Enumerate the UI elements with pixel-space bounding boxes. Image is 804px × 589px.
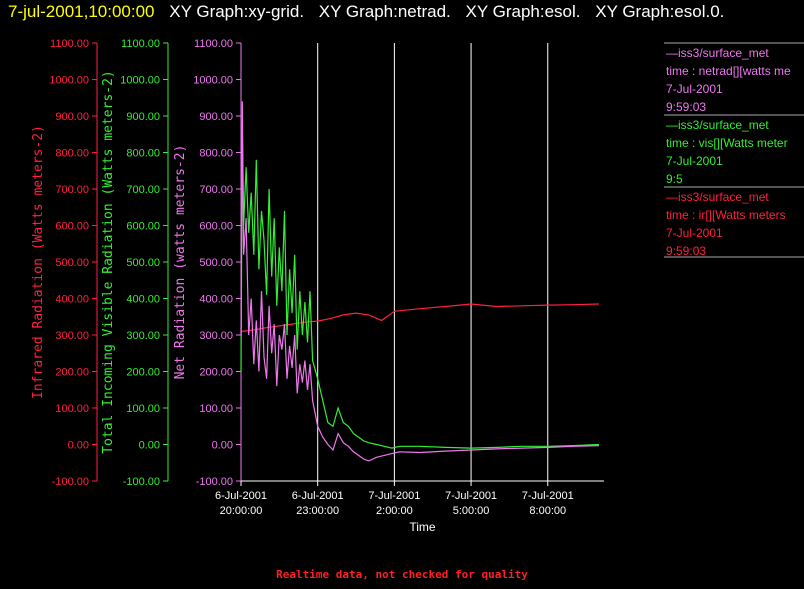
x-axis-label: Time	[409, 520, 436, 534]
x-tick-date: 6-Jul-2001	[215, 490, 267, 502]
legend-entry-text: time : vis[][Watts meter	[666, 136, 788, 150]
graph-title-2: XY Graph:netrad.	[318, 2, 451, 21]
x-tick-date: 7-Jul-2001	[522, 490, 574, 502]
x-tick-date: 6-Jul-2001	[292, 490, 344, 502]
legend-entry-text: 9:59:03	[666, 244, 706, 258]
y-tick-label-infrared: 1000.00	[49, 75, 89, 87]
y-tick-label-infrared: 100.00	[55, 403, 89, 415]
legend-entry-text: —iss3/surface_met	[666, 118, 769, 132]
y-tick-label-visible: 100.00	[126, 403, 160, 415]
y-tick-label-visible: 0.00	[139, 440, 160, 452]
timestamp-title: 7-jul-2001,10:00:00	[8, 2, 155, 21]
title-bar: 7-jul-2001,10:00:00 XY Graph:xy-grid. XY…	[8, 2, 724, 22]
x-tick-date: 7-Jul-2001	[445, 490, 497, 502]
y-tick-label-infrared: 300.00	[55, 330, 89, 342]
y-tick-label-infrared: 700.00	[55, 184, 89, 196]
legend-entry-text: —iss3/surface_met	[666, 190, 769, 204]
x-tick-time: 8:00:00	[529, 505, 566, 517]
x-tick-time: 23:00:00	[296, 505, 339, 517]
legend-entry-text: 7-Jul-2001	[666, 82, 723, 96]
graph-title-1: XY Graph:xy-grid.	[169, 2, 305, 21]
legend-entry-text: time : netrad[][watts me	[666, 64, 791, 78]
x-tick-time: 2:00:00	[376, 505, 413, 517]
y-tick-label-net: 300.00	[199, 330, 233, 342]
y-tick-label-net: 800.00	[199, 148, 233, 160]
y-tick-label-net: 100.00	[199, 403, 233, 415]
y-tick-label-visible: 600.00	[126, 221, 160, 233]
graph-title-4: XY Graph:esol.0.	[595, 2, 725, 21]
y-tick-label-net: 600.00	[199, 221, 233, 233]
legend-entry-text: —iss3/surface_met	[666, 46, 769, 60]
graph-title-3: XY Graph:esol.	[465, 2, 581, 21]
y-tick-label-net: 0.00	[212, 440, 233, 452]
y-tick-label-infrared: -100.00	[52, 476, 89, 488]
y-tick-label-visible: 1000.00	[120, 75, 160, 87]
y-tick-label-visible: 700.00	[126, 184, 160, 196]
y-tick-label-net: 400.00	[199, 294, 233, 306]
series-line-visible	[240, 123, 599, 449]
y-tick-label-net: 1100.00	[194, 38, 233, 50]
y-tick-label-net: -100.00	[196, 476, 233, 488]
legend-entry-text: 9:59:03	[666, 100, 706, 114]
y-tick-label-net: 200.00	[199, 367, 233, 379]
series-line-infrared	[240, 303, 599, 332]
y-tick-label-infrared: 900.00	[55, 111, 89, 123]
y-tick-label-infrared: 200.00	[55, 367, 89, 379]
y-tick-label-visible: 300.00	[126, 330, 160, 342]
quality-note: Realtime data, not checked for quality	[276, 568, 528, 581]
legend-entry-text: 7-Jul-2001	[666, 154, 723, 168]
x-tick-time: 5:00:00	[453, 505, 490, 517]
y-axis-label-net: Net Radiation (watts meters-2)	[173, 145, 188, 380]
y-tick-label-infrared: 400.00	[55, 294, 89, 306]
y-tick-label-infrared: 1100.00	[50, 38, 89, 50]
y-tick-label-visible: 1100.00	[121, 38, 160, 50]
y-tick-label-infrared: 500.00	[55, 257, 89, 269]
series-line-net	[240, 101, 599, 462]
y-tick-label-net: 1000.00	[193, 75, 233, 87]
y-tick-label-infrared: 0.00	[68, 440, 89, 452]
y-tick-label-visible: 200.00	[126, 367, 160, 379]
x-tick-time: 20:00:00	[220, 505, 263, 517]
y-tick-label-visible: 800.00	[126, 148, 160, 160]
y-axis-label-infrared: Infrared Radiation (Watts meters-2)	[31, 125, 46, 399]
legend-entry-text: time : ir[][Watts meters	[666, 208, 786, 222]
y-tick-label-infrared: 600.00	[55, 221, 89, 233]
y-tick-label-net: 700.00	[199, 184, 233, 196]
y-axis-label-visible: Total Incoming Visible Radiation (Watts …	[101, 70, 116, 454]
y-tick-label-net: 900.00	[199, 111, 233, 123]
legend-entry-text: 9:5	[666, 172, 683, 186]
y-tick-label-visible: 500.00	[126, 257, 160, 269]
x-tick-date: 7-Jul-2001	[368, 490, 420, 502]
y-tick-label-net: 500.00	[199, 257, 233, 269]
y-tick-label-visible: 400.00	[126, 294, 160, 306]
y-tick-label-visible: 900.00	[126, 111, 160, 123]
y-tick-label-infrared: 800.00	[55, 148, 89, 160]
legend-entry-text: 7-Jul-2001	[666, 226, 723, 240]
y-tick-label-visible: -100.00	[123, 476, 160, 488]
